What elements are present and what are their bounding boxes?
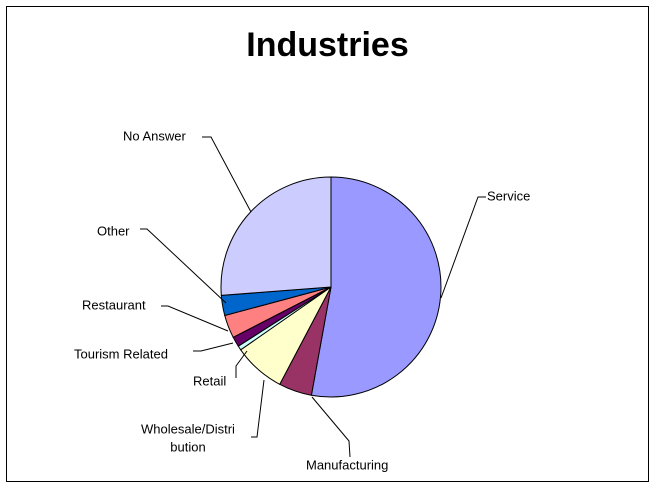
slice-label-tourism-related: Tourism Related — [74, 346, 168, 361]
pie-slice-no-answer — [220, 176, 332, 296]
slice-labels: Service Manufacturing Wholesale/Distri buti… — [74, 128, 530, 472]
slice-label-restaurant: Restaurant — [82, 297, 146, 312]
pie-slices — [220, 176, 442, 398]
leader-line-other — [140, 228, 227, 304]
leader-line-tourism-related — [193, 342, 234, 352]
leader-line-wholesale-distribution — [251, 379, 265, 438]
slice-label-retail: Retail — [193, 373, 226, 388]
slice-label-no-answer: No Answer — [123, 128, 187, 143]
slice-label-other: Other — [97, 223, 130, 238]
leader-line-no-answer — [202, 136, 252, 213]
slice-label-manufacturing: Manufacturing — [306, 457, 388, 472]
leader-line-retail — [235, 350, 248, 378]
leader-line-restaurant — [161, 305, 229, 332]
slice-label-service: Service — [487, 188, 530, 203]
leader-line-manufacturing — [311, 396, 351, 458]
slice-label-wholesale-distribution-line-2: bution — [170, 439, 205, 454]
leader-line-service — [440, 196, 486, 299]
chart-title: Industries — [246, 26, 409, 64]
slice-label-wholesale-distribution-line-1: Wholesale/Distri — [141, 421, 235, 436]
pie-slice-service — [310, 176, 442, 398]
leader-lines — [140, 136, 486, 458]
